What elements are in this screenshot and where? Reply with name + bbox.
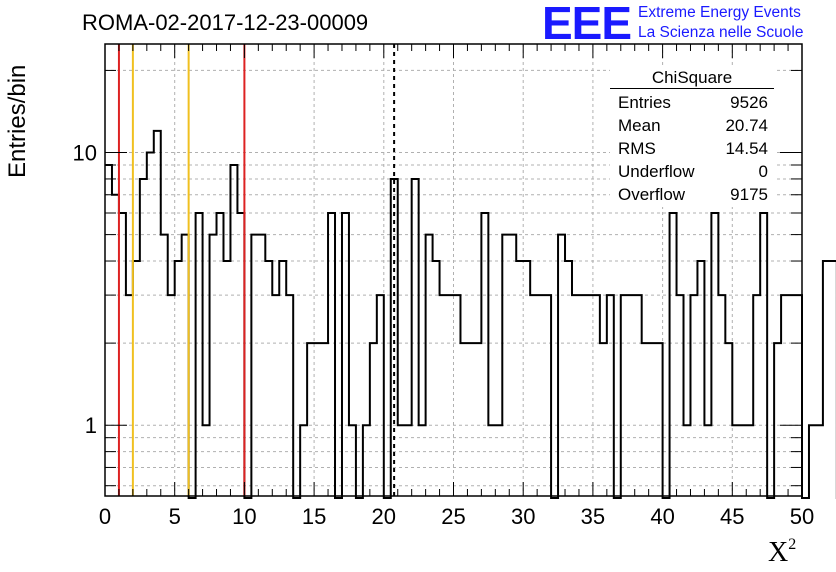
x-tick-label: 15 xyxy=(302,504,326,529)
x-tick-label: 0 xyxy=(99,504,111,529)
y-tick-label: 10 xyxy=(73,141,97,166)
eee-logo: EEE Extreme Energy Events La Scienza nel… xyxy=(542,0,834,49)
x-tick-label: 25 xyxy=(441,504,465,529)
x-tick-label: 50 xyxy=(790,504,814,529)
x-tick-label: 10 xyxy=(232,504,256,529)
x-tick-label: 30 xyxy=(511,504,535,529)
x-tick-label: 40 xyxy=(650,504,674,529)
stats-value: 0 xyxy=(758,162,768,181)
stats-label: RMS xyxy=(618,139,656,158)
x-axis-label: X2 xyxy=(768,536,797,568)
stats-value: 9526 xyxy=(730,93,768,112)
stats-row-mean: Mean 20.74 xyxy=(610,114,770,137)
stats-label: Mean xyxy=(618,116,661,135)
histogram-line xyxy=(105,129,836,499)
y-axis-label: Entries/bin xyxy=(4,64,31,178)
stats-label: Overflow xyxy=(618,185,686,204)
stats-row-overflow: Overflow 9175 xyxy=(610,183,770,206)
chart-title: ROMA-02-2017-12-23-00009 xyxy=(82,10,369,35)
x-tick-label: 5 xyxy=(169,504,181,529)
x-tick-label: 35 xyxy=(581,504,605,529)
x-tick-label: 45 xyxy=(720,504,744,529)
x-tick-label: 20 xyxy=(372,504,396,529)
y-tick-label: 1 xyxy=(85,413,97,438)
logo-line-2: La Scienza nelle Scuole xyxy=(638,24,804,41)
eee-logo-mark: EEE xyxy=(542,0,632,49)
stats-title: ChiSquare xyxy=(651,68,733,87)
stats-label: Underflow xyxy=(618,162,695,181)
stats-value: 20.74 xyxy=(725,116,768,135)
stats-label: Entries xyxy=(618,93,671,112)
stats-value: 14.54 xyxy=(725,139,768,158)
stats-value: 9175 xyxy=(730,185,768,204)
logo-line-1: Extreme Energy Events xyxy=(638,4,801,21)
stats-box: ChiSquare Entries 9526 Mean 20.74 RMS 14… xyxy=(610,67,774,207)
stats-row-underflow: Underflow 0 xyxy=(610,160,770,183)
stats-row-entries: Entries 9526 xyxy=(610,91,770,114)
stats-title-underline xyxy=(610,88,774,89)
stats-row-rms: RMS 14.54 xyxy=(610,137,770,160)
